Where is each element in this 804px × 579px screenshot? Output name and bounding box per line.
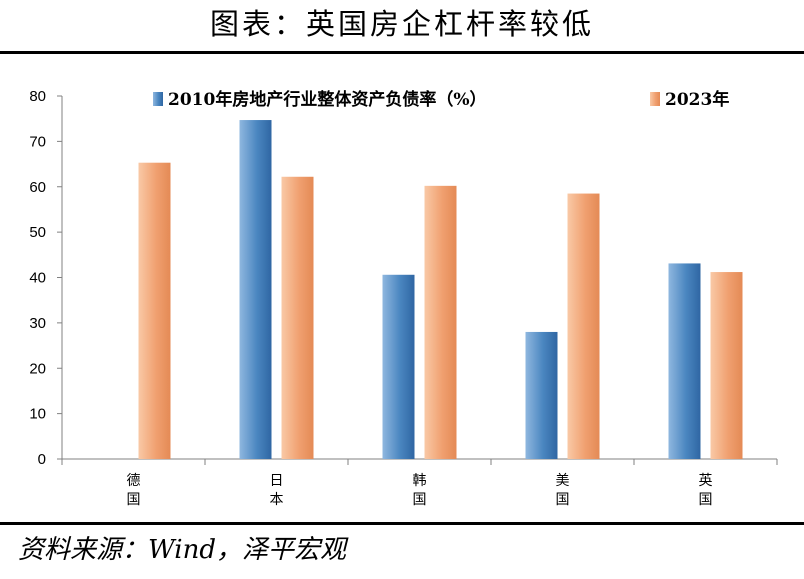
y-tick-label: 50 xyxy=(29,224,46,241)
bar-2023-2 xyxy=(281,176,314,459)
y-tick-label: 80 xyxy=(29,88,46,105)
legend-swatch-2023 xyxy=(650,92,660,106)
category-label: 英国 xyxy=(699,472,713,508)
y-tick-label: 10 xyxy=(29,406,46,423)
category-label: 美国 xyxy=(556,473,570,508)
bar-2023-5 xyxy=(710,272,743,459)
y-tick-label: 30 xyxy=(29,315,46,332)
category-label: 韩国 xyxy=(413,473,427,508)
source-note: 资料来源：Wind，泽平宏观 xyxy=(18,535,346,565)
y-tick-label: 40 xyxy=(29,270,46,287)
legend-label-2010: 2010年房地产行业整体资产负债率（%） xyxy=(168,89,486,110)
bar-2010-5 xyxy=(668,263,701,459)
y-tick-label: 20 xyxy=(29,360,46,377)
category-label: 德国 xyxy=(127,473,141,508)
chart-title: 图表：英国房企杠杆率较低 xyxy=(209,7,594,41)
bottom-rule xyxy=(0,522,804,525)
legend-swatch-2010 xyxy=(153,92,163,106)
bar-2010-3 xyxy=(382,274,415,459)
top-rule xyxy=(0,51,804,54)
bar-2023-1 xyxy=(138,162,171,460)
legend-label-2023: 2023年 xyxy=(665,89,729,110)
bar-2023-3 xyxy=(424,185,457,459)
y-tick-label: 60 xyxy=(29,179,46,196)
y-tick-label: 70 xyxy=(29,133,46,150)
category-label: 日本 xyxy=(270,473,284,508)
bar-2010-2 xyxy=(239,120,272,459)
y-tick-label: 0 xyxy=(38,451,46,468)
bar-2023-4 xyxy=(567,193,600,459)
bar-2010-4 xyxy=(525,331,558,459)
